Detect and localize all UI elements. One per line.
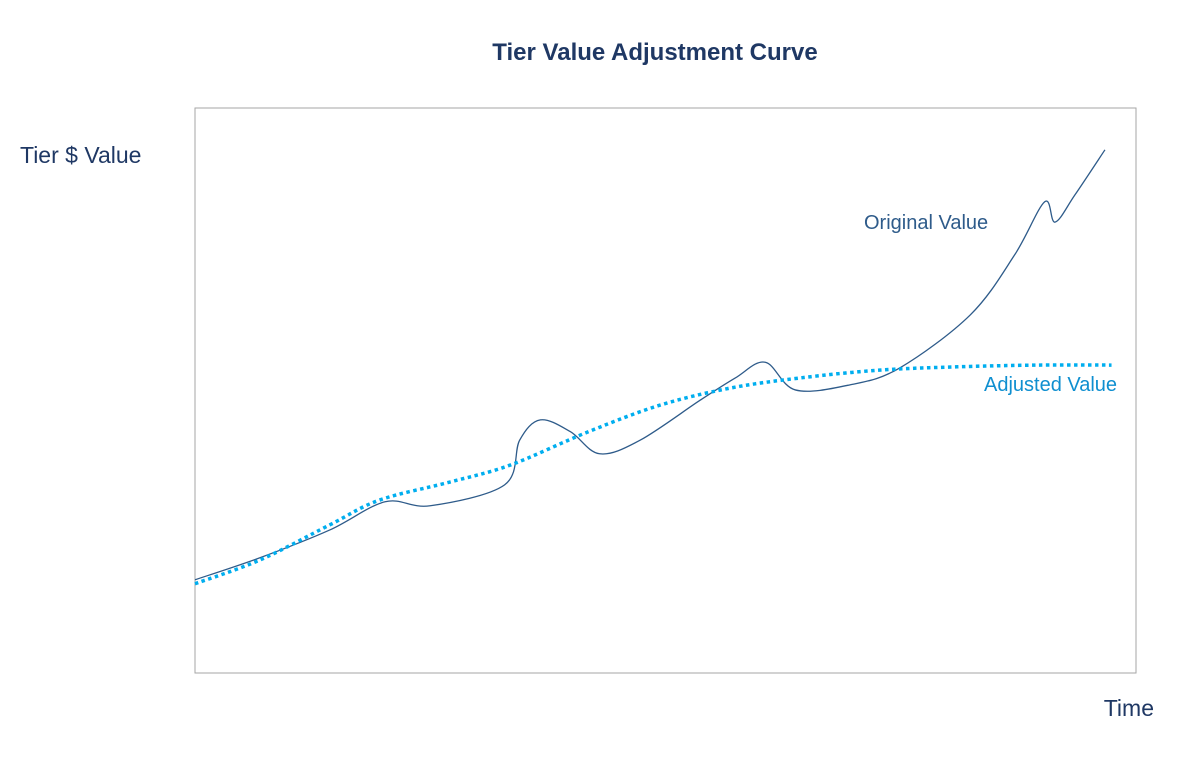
series-line-original-value (194, 149, 1106, 581)
series-label-adjusted: Adjusted Value (984, 374, 1117, 396)
plot-area-frame (194, 107, 1137, 674)
series-label-original: Original Value (864, 212, 988, 234)
x-axis-label: Time (1104, 695, 1154, 721)
chart-title: Tier Value Adjustment Curve (492, 39, 817, 66)
series-line-adjusted-value (194, 363, 1112, 586)
y-axis-label: Tier $ Value (20, 142, 141, 168)
